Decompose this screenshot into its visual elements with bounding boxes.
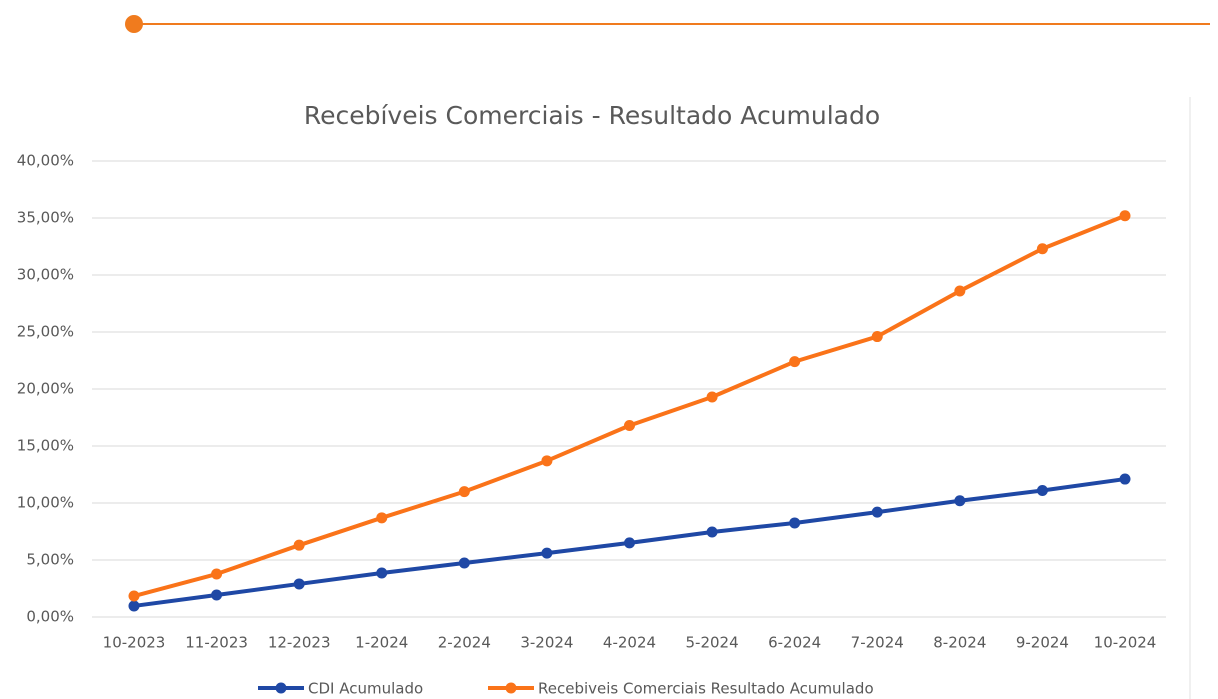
- data-point: [706, 526, 718, 538]
- x-tick-label: 10-2023: [103, 634, 166, 652]
- y-tick-label: 40,00%: [17, 152, 74, 170]
- data-point: [128, 590, 140, 602]
- legend-marker: [505, 682, 517, 694]
- x-tick-label: 12-2023: [268, 634, 331, 652]
- data-point: [706, 391, 718, 403]
- x-tick-label: 4-2024: [603, 634, 656, 652]
- data-point: [1036, 243, 1048, 255]
- data-point: [293, 578, 305, 590]
- x-tick-label: 8-2024: [933, 634, 986, 652]
- data-point: [293, 539, 305, 551]
- y-tick-label: 30,00%: [17, 266, 74, 284]
- data-point: [871, 331, 883, 343]
- data-point: [954, 495, 966, 507]
- data-point: [458, 557, 470, 569]
- data-point: [954, 285, 966, 297]
- data-point: [376, 567, 388, 579]
- x-tick-label: 9-2024: [1016, 634, 1069, 652]
- legend-marker: [275, 682, 287, 694]
- data-point: [541, 547, 553, 559]
- y-tick-label: 20,00%: [17, 380, 74, 398]
- data-point: [624, 537, 635, 549]
- data-point: [211, 568, 223, 580]
- data-point: [128, 600, 140, 612]
- y-tick-label: 35,00%: [17, 209, 74, 227]
- x-tick-label: 3-2024: [520, 634, 573, 652]
- y-tick-label: 5,00%: [26, 551, 74, 569]
- y-tick-label: 25,00%: [17, 323, 74, 341]
- data-point: [1119, 473, 1131, 485]
- y-tick-label: 0,00%: [26, 608, 74, 626]
- data-point: [376, 512, 388, 524]
- data-point: [541, 455, 553, 467]
- data-point: [871, 506, 883, 518]
- data-point: [789, 517, 801, 529]
- data-point: [458, 486, 470, 498]
- legend-label: Recebiveis Comerciais Resultado Acumulad…: [538, 680, 874, 698]
- data-point: [1036, 484, 1048, 496]
- data-point: [624, 419, 635, 431]
- x-tick-label: 1-2024: [355, 634, 408, 652]
- data-point: [789, 356, 801, 368]
- x-tick-label: 10-2024: [1094, 634, 1157, 652]
- data-point: [1119, 210, 1131, 222]
- legend-label: CDI Acumulado: [308, 680, 423, 698]
- chart-title: Recebíveis Comerciais - Resultado Acumul…: [304, 101, 880, 130]
- x-tick-label: 6-2024: [768, 634, 821, 652]
- x-tick-label: 7-2024: [851, 634, 904, 652]
- header-dot: [125, 15, 143, 33]
- x-tick-label: 11-2023: [185, 634, 248, 652]
- y-tick-label: 15,00%: [17, 437, 74, 455]
- data-point: [211, 589, 223, 601]
- x-tick-label: 5-2024: [686, 634, 739, 652]
- x-tick-label: 2-2024: [438, 634, 491, 652]
- y-tick-label: 10,00%: [17, 494, 74, 512]
